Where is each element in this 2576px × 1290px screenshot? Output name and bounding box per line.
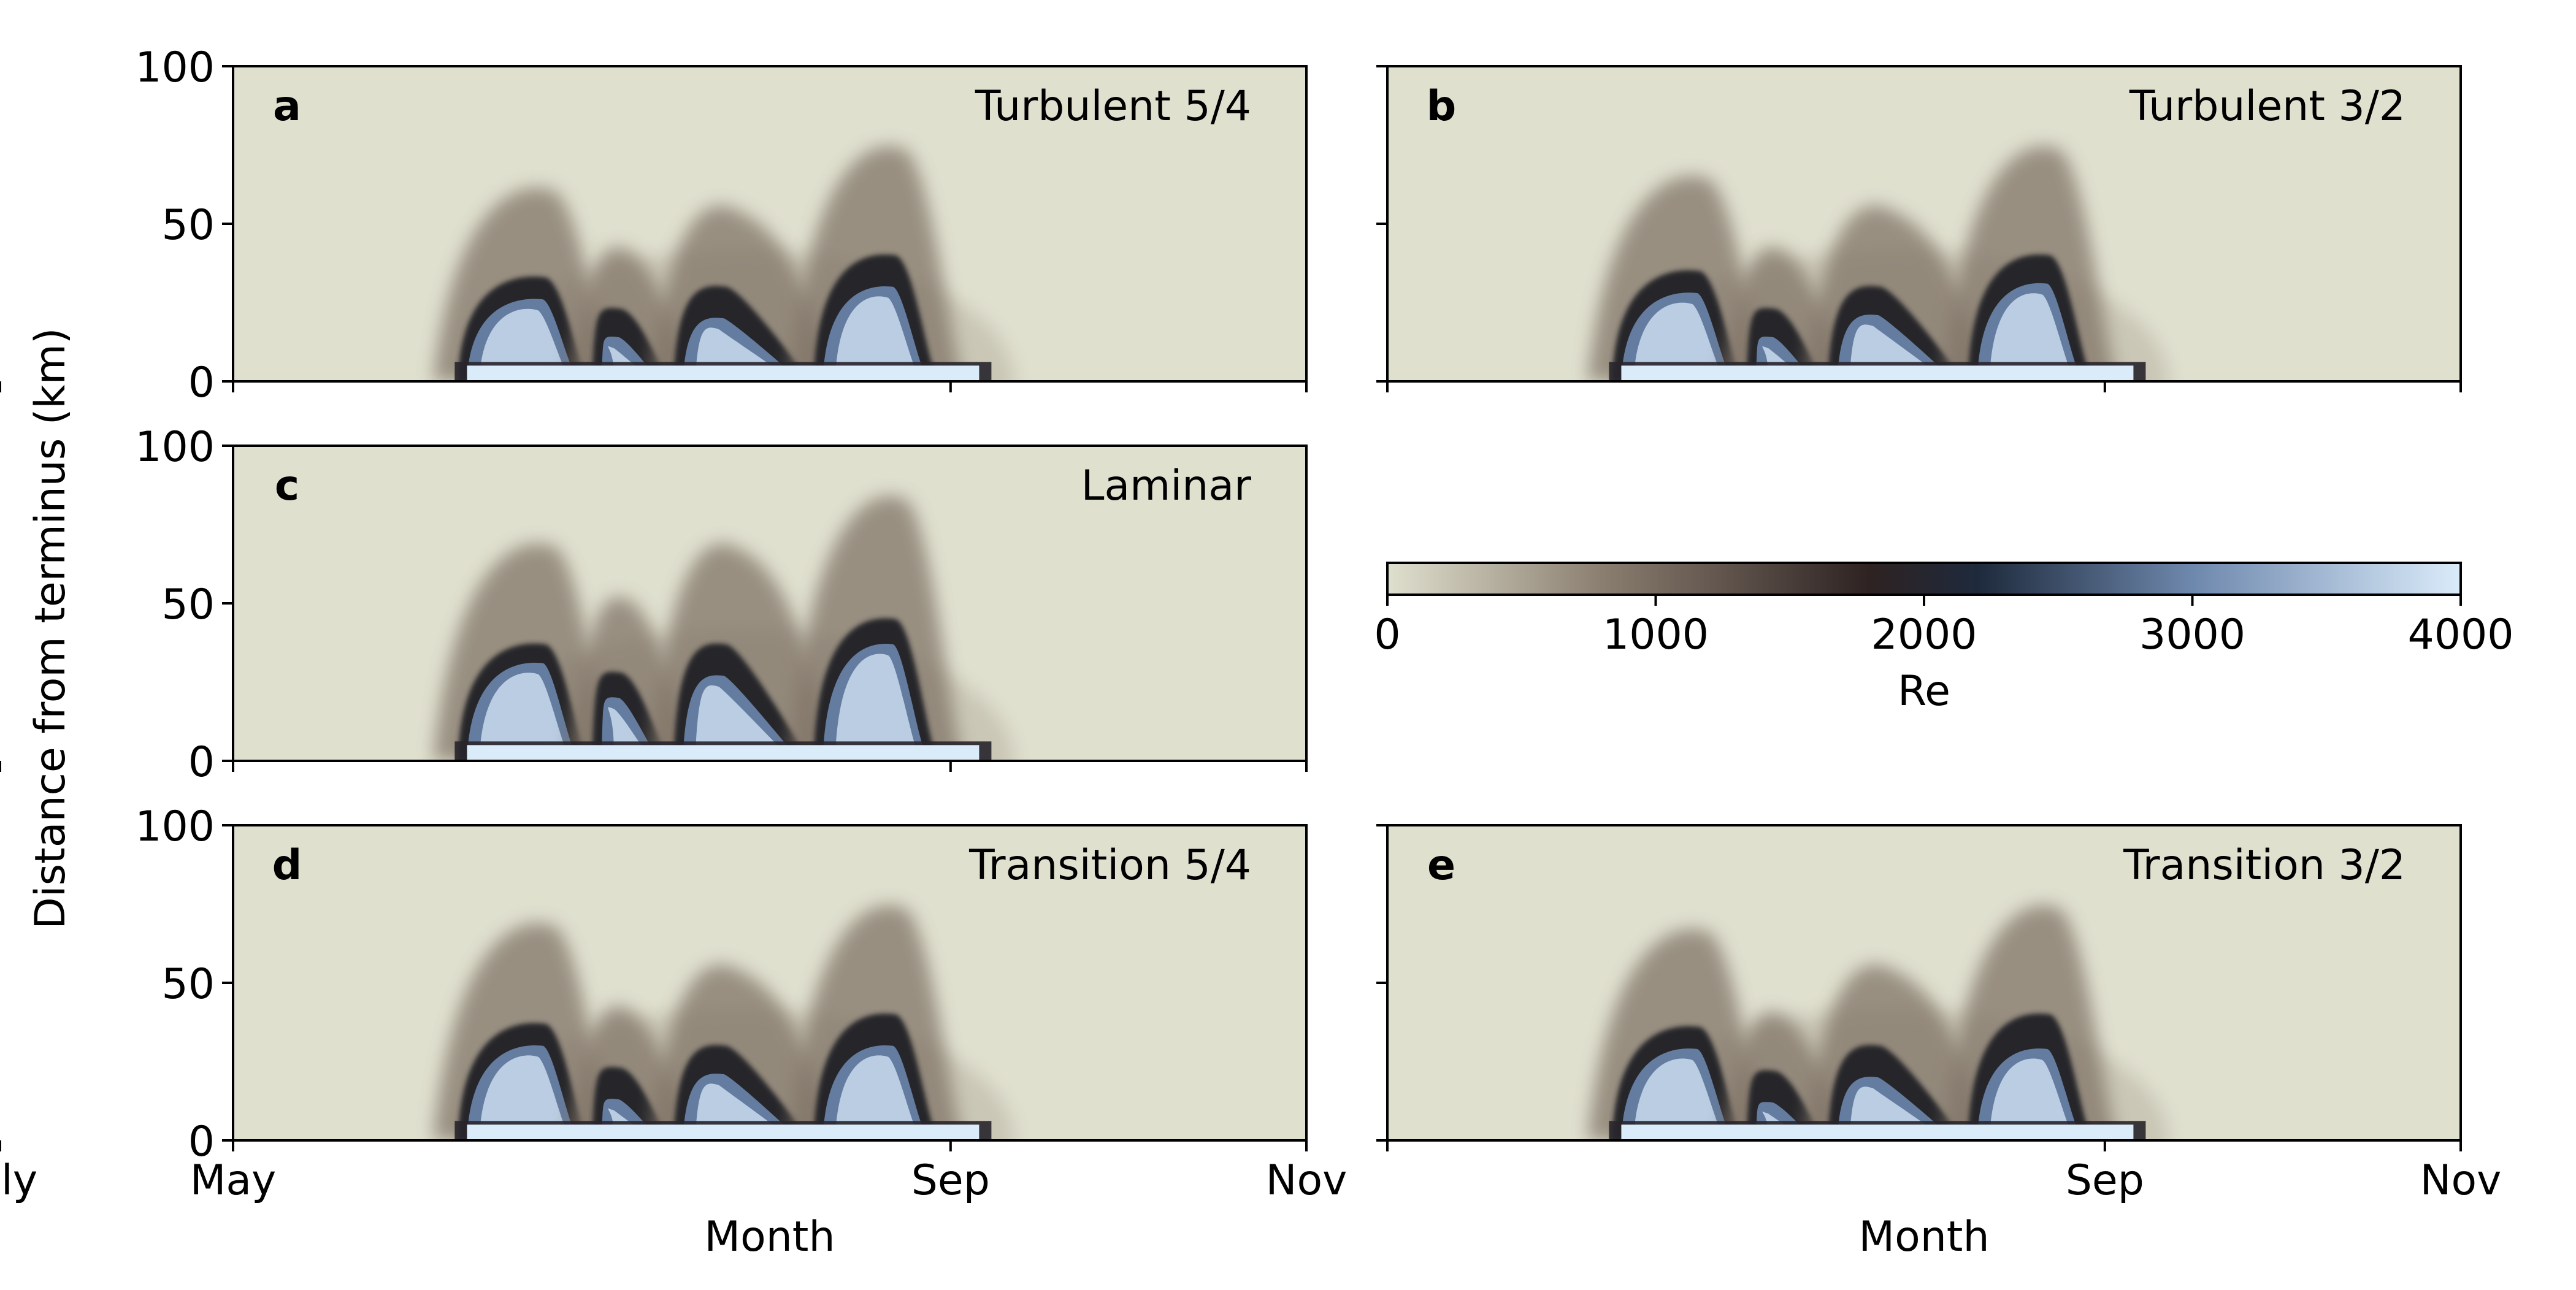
panel-e: July Sep Nov Month e Transition 3/2	[0, 824, 2502, 1261]
y-tick-label: 0	[188, 1118, 215, 1166]
colorbar-tick-label: 3000	[2139, 611, 2245, 659]
panel-letter: d	[272, 841, 302, 890]
heatmap-field	[433, 146, 1015, 381]
y-tick-label: 100	[135, 803, 215, 851]
heatmap-field	[433, 905, 1015, 1140]
panel-d: 0 50 100 May July Sep Nov Month d Transition 5/4	[0, 803, 1347, 1261]
event-core	[835, 1055, 922, 1140]
x-tick-label: Sep	[911, 1156, 990, 1205]
colorbar-tick-label: 2000	[1871, 611, 1977, 659]
channel-band	[467, 745, 979, 761]
channel-band	[467, 365, 979, 381]
event-4	[789, 495, 964, 761]
colorbar-tick-label: 4000	[2407, 611, 2513, 659]
event-core	[835, 654, 922, 761]
event-1	[1587, 175, 1768, 381]
event-core	[479, 673, 572, 761]
panel-c: 0 50 100 c Laminar	[0, 423, 1308, 787]
y-tick-label: 50	[161, 960, 215, 1009]
x-axis-label: Month	[704, 1213, 835, 1261]
panel-letter: c	[275, 462, 299, 510]
event-core	[1633, 302, 1727, 381]
panel-b: b Turbulent 3/2	[0, 65, 2462, 392]
y-tick-label: 100	[135, 44, 215, 92]
channel-band	[1621, 1124, 2134, 1140]
x-tick-label: Nov	[2420, 1156, 2502, 1205]
channel-band	[1621, 365, 2134, 381]
x-tick-label: July	[0, 1156, 37, 1205]
x-tick-label: July	[0, 1156, 37, 1205]
event-1	[433, 923, 614, 1140]
event-4	[789, 905, 964, 1140]
x-axis-label: Month	[1858, 1213, 1989, 1261]
panel-title: Turbulent 3/2	[2129, 82, 2405, 131]
plot-root: 0 50 100 a Turbulent 5/4 b Turbulent 3/2 0 50 100…	[0, 44, 2514, 1261]
panel-title: Laminar	[1081, 462, 1251, 510]
event-4	[1943, 905, 2118, 1140]
x-tick-label: May	[190, 1156, 277, 1205]
event-core	[479, 1055, 572, 1140]
event-4	[789, 146, 964, 381]
x-tick-label: Sep	[2066, 1156, 2144, 1205]
colorbar-gradient	[1387, 563, 2461, 595]
event-core	[1989, 1058, 2076, 1140]
heatmap-field	[433, 495, 1015, 761]
panel-a: 0 50 100 a Turbulent 5/4	[0, 44, 1308, 407]
event-core	[835, 296, 922, 381]
y-tick-label: 0	[188, 359, 215, 407]
event-4	[1943, 146, 2118, 381]
panel-letter: b	[1427, 82, 1457, 131]
y-axis-label: Distance from terminus (km)	[26, 327, 75, 929]
event-core	[1633, 1058, 1727, 1140]
panel-title: Turbulent 5/4	[975, 82, 1251, 131]
colorbar-tick-label: 1000	[1603, 611, 1709, 659]
event-1	[433, 188, 614, 381]
y-tick-label: 50	[161, 581, 215, 629]
event-1	[1587, 929, 1768, 1140]
colorbar-tick-label: 0	[1374, 611, 1400, 659]
x-tick-label: Nov	[1266, 1156, 1347, 1205]
panel-letter: e	[1427, 841, 1455, 890]
y-tick-label: 50	[161, 201, 215, 250]
panel-title: Transition 5/4	[968, 841, 1251, 890]
panel-title: Transition 3/2	[2123, 841, 2405, 890]
heatmap-field	[1587, 146, 2169, 381]
colorbar: 0 1000 2000 3000 4000 Re	[1374, 562, 2514, 716]
y-tick-label: 100	[135, 423, 215, 471]
colorbar-label: Re	[1898, 667, 1950, 716]
y-tick-label: 0	[188, 738, 215, 787]
event-3	[649, 543, 835, 761]
event-1	[433, 543, 614, 761]
heatmap-field	[1587, 905, 2169, 1140]
event-core	[1989, 293, 2076, 381]
channel-band	[467, 1124, 979, 1140]
panel-letter: a	[273, 82, 301, 131]
